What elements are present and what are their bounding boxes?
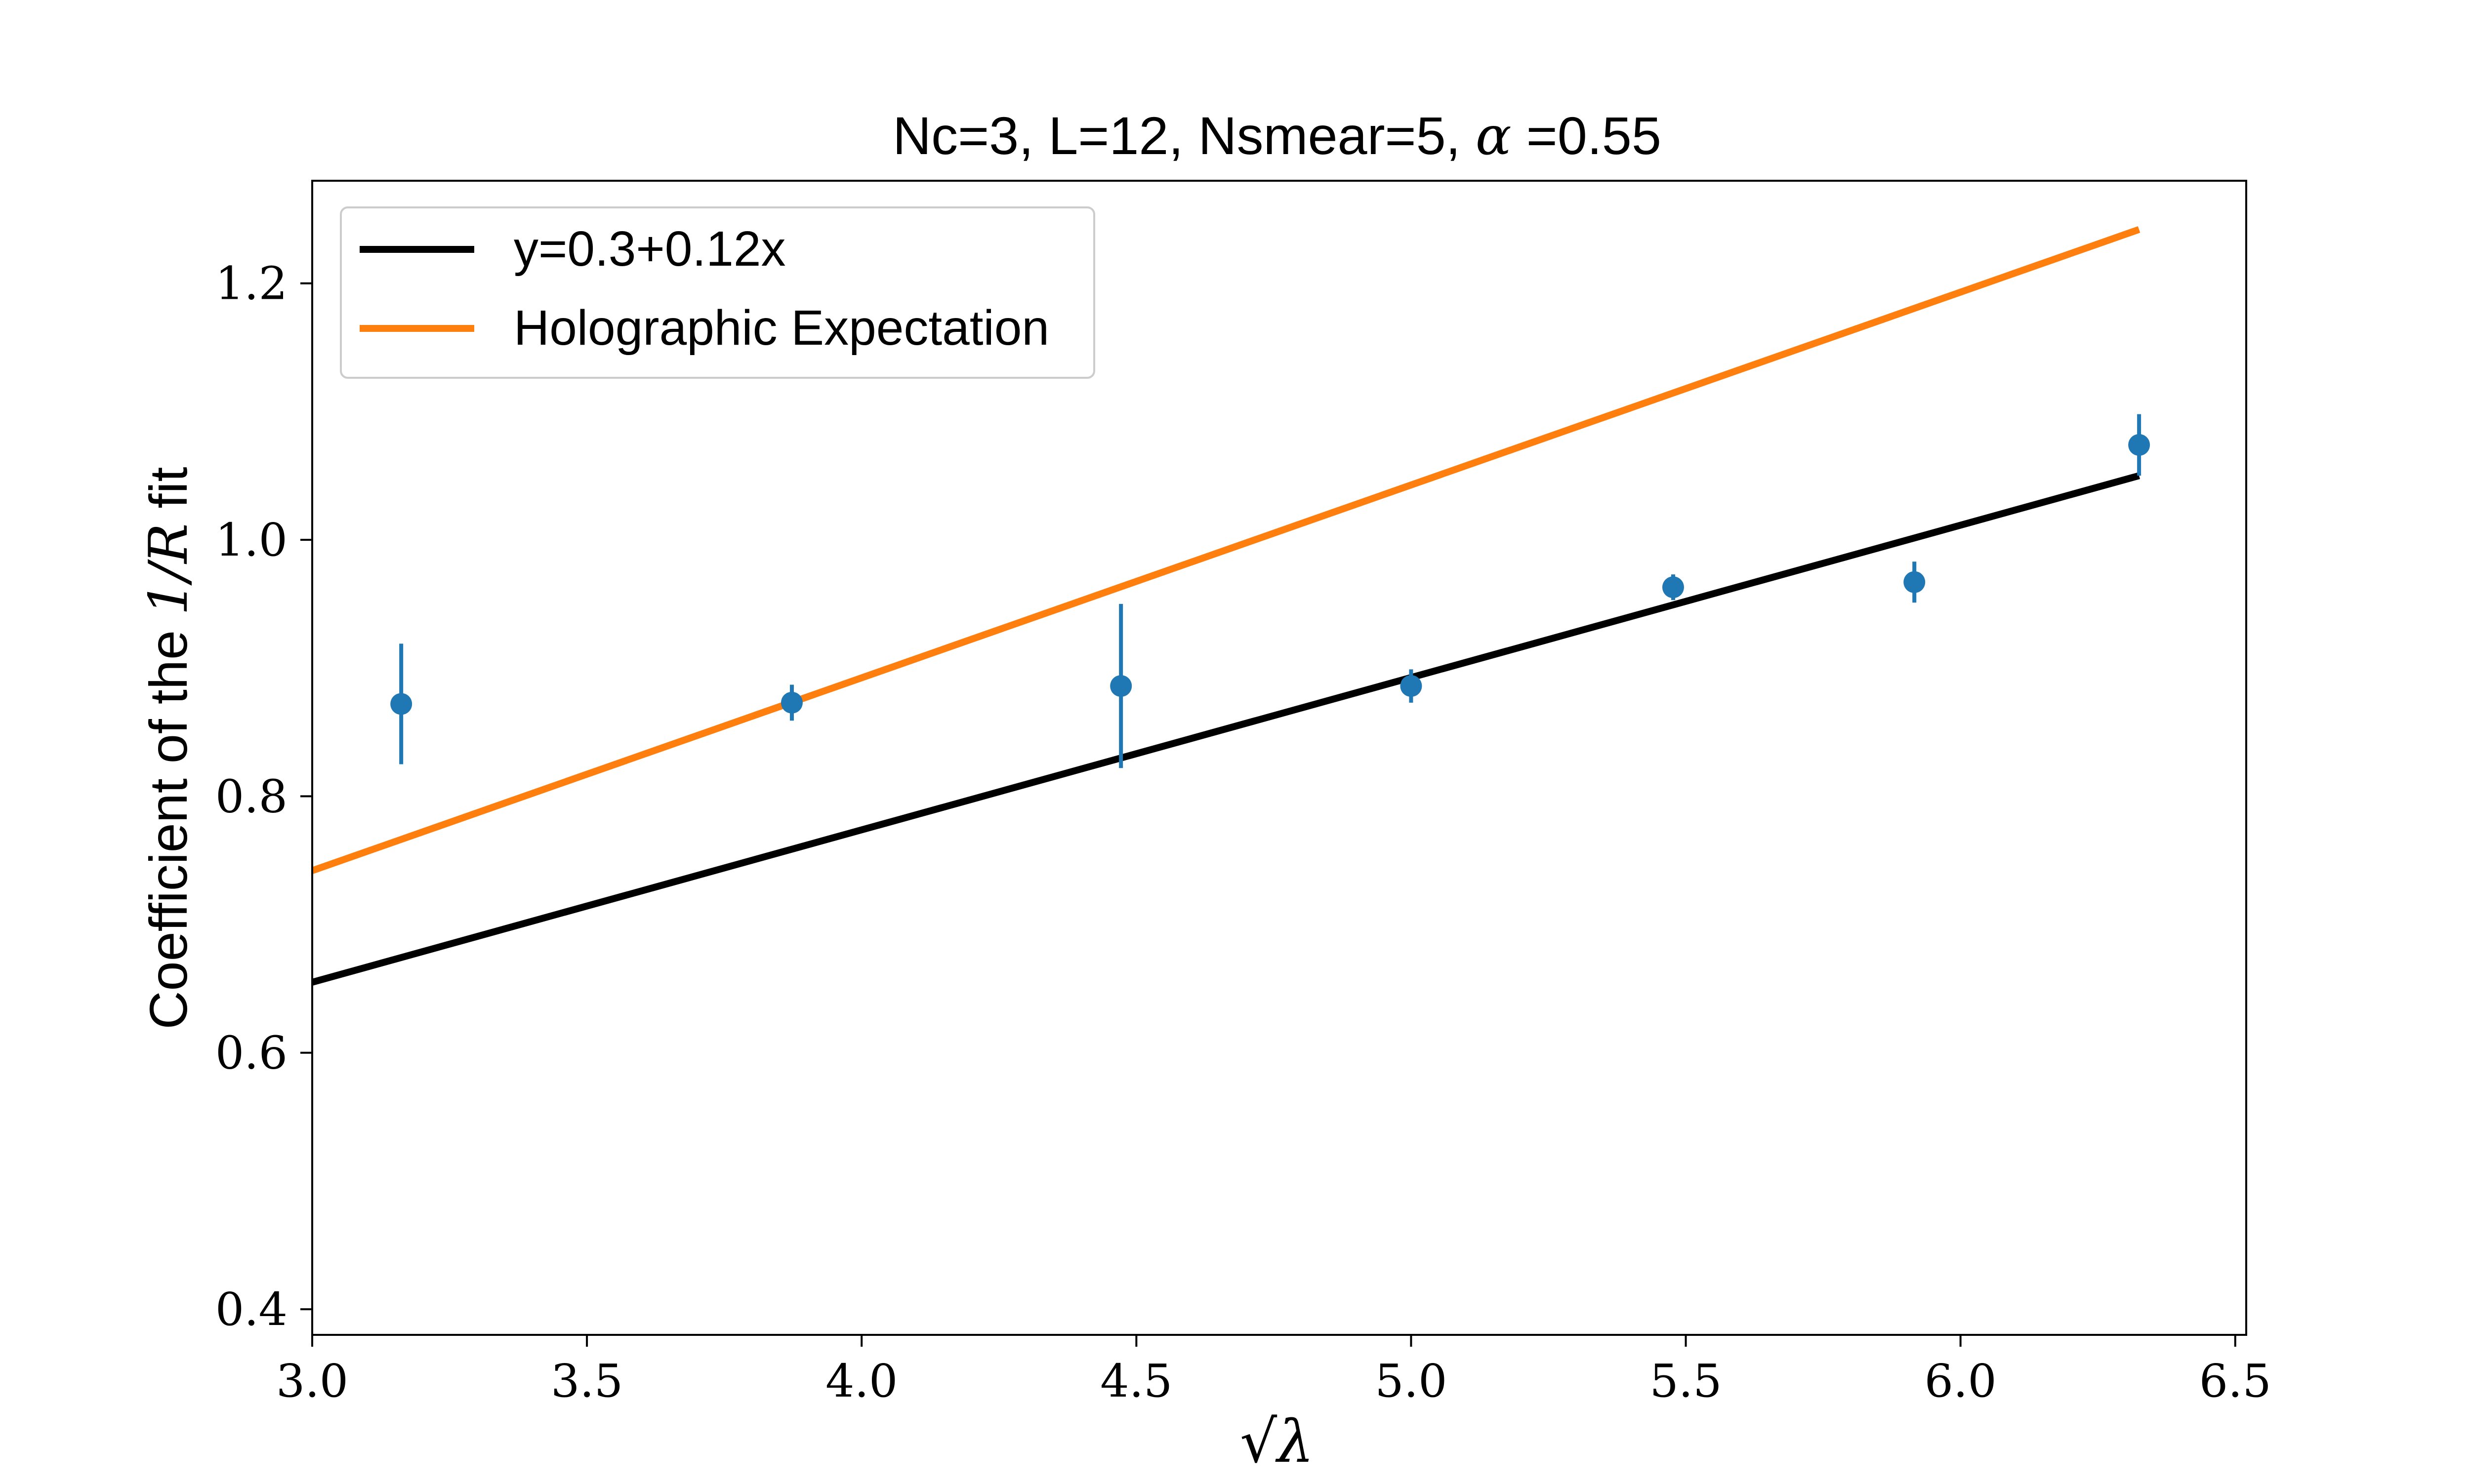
data-point-6 xyxy=(2128,434,2150,456)
legend-label-fit-line: y=0.3+0.12x xyxy=(514,221,785,277)
x-axis-ticks: 3.0 3.5 4.0 4.5 5.0 5.5 6.0 6.5 xyxy=(276,1335,2271,1407)
legend-box xyxy=(340,206,1095,379)
series-layer xyxy=(311,226,2150,986)
data-point-1 xyxy=(781,691,803,714)
data-point-5 xyxy=(1903,571,1926,593)
legend-label-holographic: Holographic Expectation xyxy=(514,300,1049,356)
y-axis-label: Coefficient of the 1/R fit xyxy=(138,467,200,1030)
x-axis-label: √λ xyxy=(1240,1407,1314,1476)
y-tick-label-0: 0.4 xyxy=(215,1283,288,1336)
data-point-4 xyxy=(1662,576,1684,599)
legend: y=0.3+0.12x Holographic Expectation xyxy=(340,206,1095,379)
y-axis-ticks: 0.4 0.6 0.8 1.0 1.2 xyxy=(215,257,312,1336)
y-tick-label-2: 0.8 xyxy=(215,770,288,823)
data-point-3 xyxy=(1400,675,1422,697)
data-point-0 xyxy=(390,693,412,715)
axes-frame xyxy=(311,180,2247,1336)
series-line-0 xyxy=(311,472,2140,986)
x-tick-label-6: 6.0 xyxy=(1924,1355,1996,1407)
plot-area xyxy=(311,226,2150,986)
x-tick-label-7: 6.5 xyxy=(2199,1355,2271,1407)
x-tick-label-2: 4.0 xyxy=(825,1355,898,1407)
x-tick-label-3: 4.5 xyxy=(1100,1355,1172,1407)
y-tick-label-1: 0.6 xyxy=(215,1027,288,1080)
y-tick-label-4: 1.2 xyxy=(215,257,288,310)
data-point-2 xyxy=(1110,675,1132,697)
chart-title: Nc=3, L=12, Nsmear=5, α =0.55 xyxy=(893,105,1661,167)
x-tick-label-1: 3.5 xyxy=(551,1355,623,1407)
x-tick-label-0: 3.0 xyxy=(276,1355,348,1407)
x-tick-label-4: 5.0 xyxy=(1375,1355,1447,1407)
x-tick-label-5: 5.5 xyxy=(1649,1355,1722,1407)
y-tick-label-3: 1.0 xyxy=(215,514,288,566)
series-line-1 xyxy=(311,226,2141,874)
